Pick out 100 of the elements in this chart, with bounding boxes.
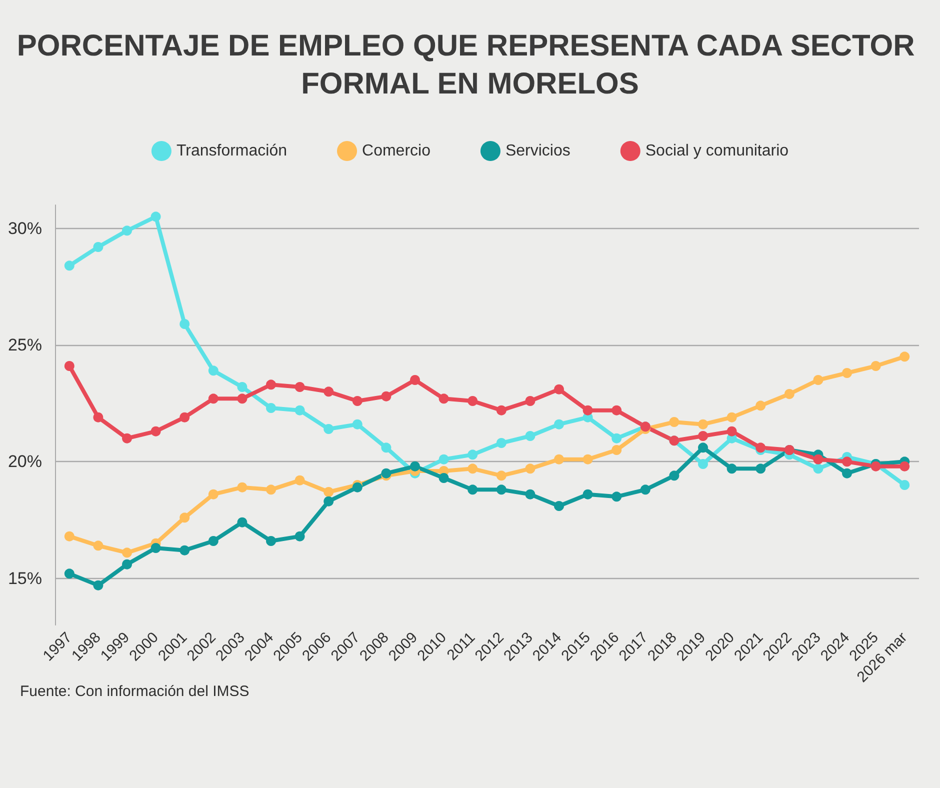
point (612, 445, 622, 455)
point (180, 512, 190, 523)
point (93, 540, 104, 551)
point (900, 461, 910, 472)
point (381, 442, 392, 453)
point (381, 391, 392, 402)
point (352, 396, 362, 406)
point (122, 226, 132, 236)
point (208, 366, 218, 376)
point (612, 492, 622, 502)
point (150, 543, 161, 553)
point (726, 412, 737, 422)
point (93, 580, 104, 590)
point (900, 352, 910, 362)
point (266, 536, 276, 546)
point (554, 419, 564, 430)
point (180, 412, 190, 422)
point (554, 501, 564, 511)
point (266, 484, 276, 495)
point (669, 417, 680, 427)
point (324, 496, 334, 506)
point (582, 489, 593, 500)
point (324, 487, 334, 497)
point (438, 394, 449, 404)
point (900, 480, 910, 490)
point (582, 454, 593, 464)
point (266, 380, 276, 390)
point (64, 260, 74, 271)
point (381, 468, 392, 478)
point (496, 438, 506, 448)
point (294, 531, 305, 542)
point (410, 461, 420, 472)
point (324, 386, 334, 397)
point (294, 382, 305, 392)
point (294, 475, 305, 486)
legend-label: Servicios (505, 142, 570, 160)
y-tick-label: 20% (8, 452, 42, 472)
point (468, 484, 478, 495)
point (410, 375, 420, 385)
point (698, 431, 708, 441)
point (756, 442, 766, 453)
point (122, 433, 132, 444)
point (266, 403, 276, 413)
source-note: Fuente: Con información del IMSS (20, 683, 250, 700)
point (352, 482, 362, 492)
point (180, 319, 190, 329)
point (468, 464, 478, 474)
point (525, 464, 536, 474)
point (612, 405, 622, 416)
point (468, 450, 478, 460)
point (698, 459, 708, 469)
point (756, 464, 766, 474)
point (726, 464, 737, 474)
point (208, 536, 218, 546)
point (870, 361, 881, 371)
point (438, 454, 449, 464)
chart-title: PORCENTAJE DE EMPLEO QUE REPRESENTA CADA SECTOR FORMAL EN MORELOS (16, 30, 924, 100)
point (640, 484, 650, 495)
y-tick-label: 15% (8, 568, 42, 588)
point (122, 559, 132, 570)
point (294, 405, 305, 416)
point (612, 433, 622, 444)
point (842, 368, 852, 378)
point (554, 454, 564, 464)
point (324, 424, 334, 434)
point (813, 464, 824, 474)
point (237, 517, 248, 528)
point (64, 361, 74, 371)
point (698, 419, 708, 430)
point (842, 456, 852, 467)
point (150, 426, 161, 436)
point (237, 382, 248, 392)
point (64, 531, 74, 542)
point (237, 394, 248, 404)
point (150, 212, 161, 222)
point (122, 548, 132, 558)
point (525, 396, 536, 406)
point (525, 489, 536, 500)
point (813, 375, 824, 385)
point (180, 545, 190, 556)
point (237, 482, 248, 492)
point (842, 468, 852, 478)
point (64, 568, 74, 579)
point (352, 419, 362, 430)
point (554, 384, 564, 394)
point (582, 405, 593, 416)
point (698, 442, 708, 453)
point (468, 396, 478, 406)
legend-label: Comercio (362, 142, 431, 160)
legend-label: Social y comunitario (645, 142, 789, 160)
y-tick-label: 30% (8, 218, 42, 238)
point (813, 454, 824, 464)
point (208, 489, 218, 500)
point (93, 242, 104, 252)
point (496, 470, 506, 481)
point (525, 431, 536, 441)
point (669, 470, 680, 481)
point (496, 405, 506, 416)
point (496, 484, 506, 495)
legend-label: Transformación (176, 142, 288, 160)
